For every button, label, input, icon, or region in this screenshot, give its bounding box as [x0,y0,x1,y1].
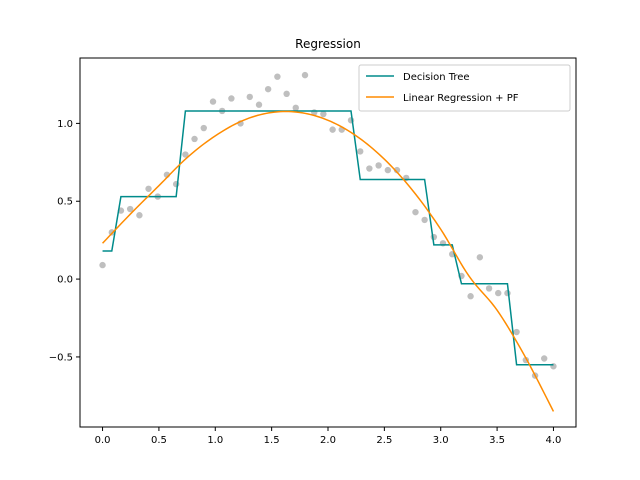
scatter-point [283,90,290,98]
x-tick-label: 3.0 [433,435,449,446]
legend-label: Linear Regression + PF [403,93,519,104]
legend-box [358,64,571,112]
scatter-point [99,261,106,269]
x-tick-label: 3.5 [489,435,505,446]
series-line-linear-regression [102,110,555,412]
y-tick-label: 0.0 [57,275,73,286]
x-tick-label: 2.0 [320,435,336,446]
scatter-layer [99,71,557,379]
scatter-point [246,93,253,101]
scatter-point [228,95,235,102]
scatter-point [467,293,474,300]
x-tick-label: 1.0 [207,435,223,446]
scatter-point [255,101,263,108]
scatter-point [513,328,520,336]
x-tick-label: 0.5 [151,435,167,446]
y-tick-label: −0.5 [49,352,73,363]
legend: Decision Tree Linear Regression + PF [358,64,571,112]
scatter-point [292,104,299,112]
scatter-point [430,233,438,241]
scatter-point [301,71,309,79]
scatter-point [182,151,189,158]
scatter-point [264,85,272,93]
scatter-point [126,205,134,213]
x-tick-label: 1.5 [264,435,280,446]
scatter-point [393,166,401,174]
scatter-point [357,148,364,155]
scatter-point [274,73,281,80]
y-tick-label: 1.0 [57,119,73,130]
axes-layer: 0.0 0.5 1.0 1.5 2.0 2.5 3.0 3.5 4.0 −0.5 0.0 0.5 1.0 [49,57,577,446]
scatter-point [200,124,207,132]
series-layer [102,110,555,412]
legend-label: Decision Tree [403,72,470,83]
scatter-point [145,185,152,192]
x-tick-label: 4.0 [546,435,562,446]
chart-title: Regression [295,37,361,51]
scatter-point [485,285,493,292]
series-line-decision-tree [102,110,554,366]
scatter-point [320,110,327,118]
x-tick-label: 0.0 [95,435,111,446]
scatter-point [476,254,484,261]
scatter-point [209,98,217,105]
scatter-point [412,208,419,216]
scatter-point [375,162,382,169]
scatter-point [421,216,428,224]
y-tick-label: 0.5 [57,197,73,208]
scatter-point [495,289,502,297]
scatter-point [191,135,198,143]
scatter-point [504,289,511,297]
scatter-point [384,166,392,174]
scatter-point [541,355,548,362]
scatter-point [136,212,143,219]
x-tick-label: 2.5 [376,435,392,446]
scatter-point [366,165,373,172]
scatter-point [329,126,336,133]
